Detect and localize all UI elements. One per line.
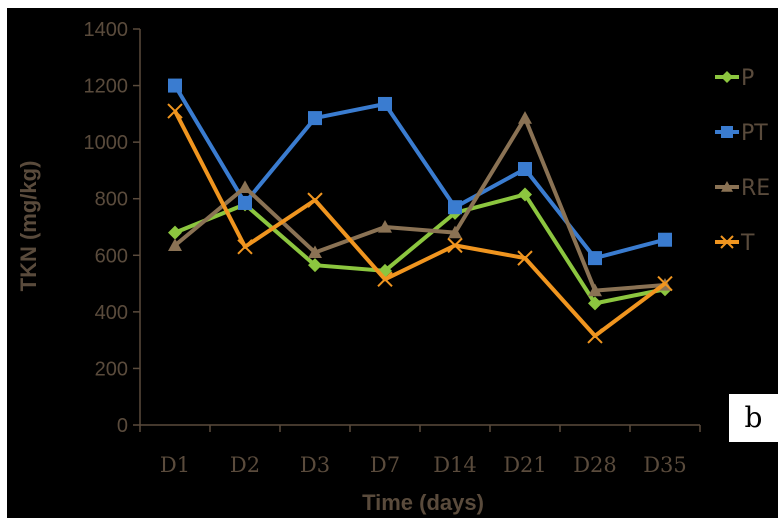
data-point-t <box>237 239 253 255</box>
data-point-pt <box>588 251 602 266</box>
legend-label-t: T <box>740 231 755 256</box>
axes-group <box>133 28 701 432</box>
data-point-t <box>587 328 603 344</box>
data-point-re <box>308 245 322 259</box>
y-tick-label: 200 <box>95 358 128 380</box>
data-point-t <box>517 250 533 266</box>
series-line-re <box>173 116 666 293</box>
data-point-t <box>167 103 183 119</box>
data-point-t <box>307 192 323 208</box>
x-marker-stroke <box>447 237 463 254</box>
x-marker-stroke <box>377 271 393 288</box>
series-group <box>167 78 673 344</box>
x-marker-stroke <box>167 103 183 119</box>
y-tick-label: 800 <box>95 189 128 211</box>
data-point-t <box>447 237 463 254</box>
data-point-re <box>168 238 182 251</box>
data-point-p <box>168 225 182 240</box>
x-tick-label: D14 <box>433 453 477 477</box>
x-tick-label: D21 <box>503 453 547 477</box>
y-tick-label: 0 <box>117 415 128 437</box>
series-line-p <box>174 192 666 306</box>
x-tick-label: D35 <box>643 453 687 477</box>
y-tick-label: 1400 <box>84 19 129 41</box>
data-point-re <box>238 180 252 193</box>
legend-label-re: RE <box>741 176 770 201</box>
legend-marker-pt <box>721 126 733 138</box>
legend-marker-t <box>720 235 734 249</box>
data-point-p <box>518 187 532 202</box>
legend-item-re: RE <box>715 176 770 201</box>
data-point-pt <box>518 162 532 177</box>
data-point-pt <box>378 96 392 111</box>
x-tick-label: D3 <box>300 453 330 477</box>
series-line-t <box>173 110 667 338</box>
x-axis-title: Time (days) <box>362 490 484 515</box>
series-line-pt <box>173 84 666 261</box>
legend-label-p: P <box>741 66 754 91</box>
legend-label-pt: PT <box>741 121 768 146</box>
y-tick-label: 1000 <box>84 132 129 154</box>
x-marker-stroke <box>307 192 323 208</box>
legend-item-pt: PT <box>715 121 768 146</box>
x-marker-stroke <box>720 235 734 249</box>
tkn-line-chart: 0 200 400 600 800 1000 1200 1400 D1 D2 D3 D7 D14 D21 D… <box>7 8 778 518</box>
x-tick-label: D28 <box>573 453 617 477</box>
x-marker-stroke <box>657 275 673 292</box>
data-point-pt <box>238 195 252 210</box>
y-tick-label: 400 <box>95 302 128 324</box>
data-point-t <box>657 275 673 292</box>
y-tick-label: 600 <box>95 245 128 267</box>
y-tick-label: 1200 <box>84 76 129 98</box>
data-point-t <box>377 271 393 288</box>
legend-marker-re <box>721 181 733 192</box>
series-pt <box>168 78 672 266</box>
legend-marker-p <box>721 71 733 83</box>
data-point-pt <box>448 200 462 215</box>
data-point-re <box>588 283 602 297</box>
data-point-pt <box>308 111 322 126</box>
x-marker-stroke <box>587 328 603 344</box>
data-point-re <box>378 220 392 233</box>
data-point-pt <box>658 232 672 247</box>
panel-label: b <box>729 394 778 442</box>
x-tick-label: D7 <box>370 453 400 477</box>
y-axis-title: TKN (mg/kg) <box>16 161 41 292</box>
data-point-re <box>448 225 462 239</box>
x-marker-stroke <box>517 250 533 266</box>
tick-labels-group: 0 200 400 600 800 1000 1200 1400 D1 D2 D3 D7 D14 D21 D… <box>84 19 687 477</box>
series-t <box>167 103 673 344</box>
x-marker-stroke <box>237 239 253 255</box>
x-tick-label: D2 <box>230 453 260 477</box>
data-point-pt <box>168 78 182 93</box>
legend-item-p: P <box>715 66 754 91</box>
data-point-p <box>588 296 602 311</box>
data-point-re <box>518 111 532 124</box>
legend-group: P PT RE T <box>715 66 770 256</box>
data-point-p <box>308 258 322 273</box>
x-tick-label: D1 <box>160 453 190 477</box>
legend-item-t: T <box>715 231 755 256</box>
